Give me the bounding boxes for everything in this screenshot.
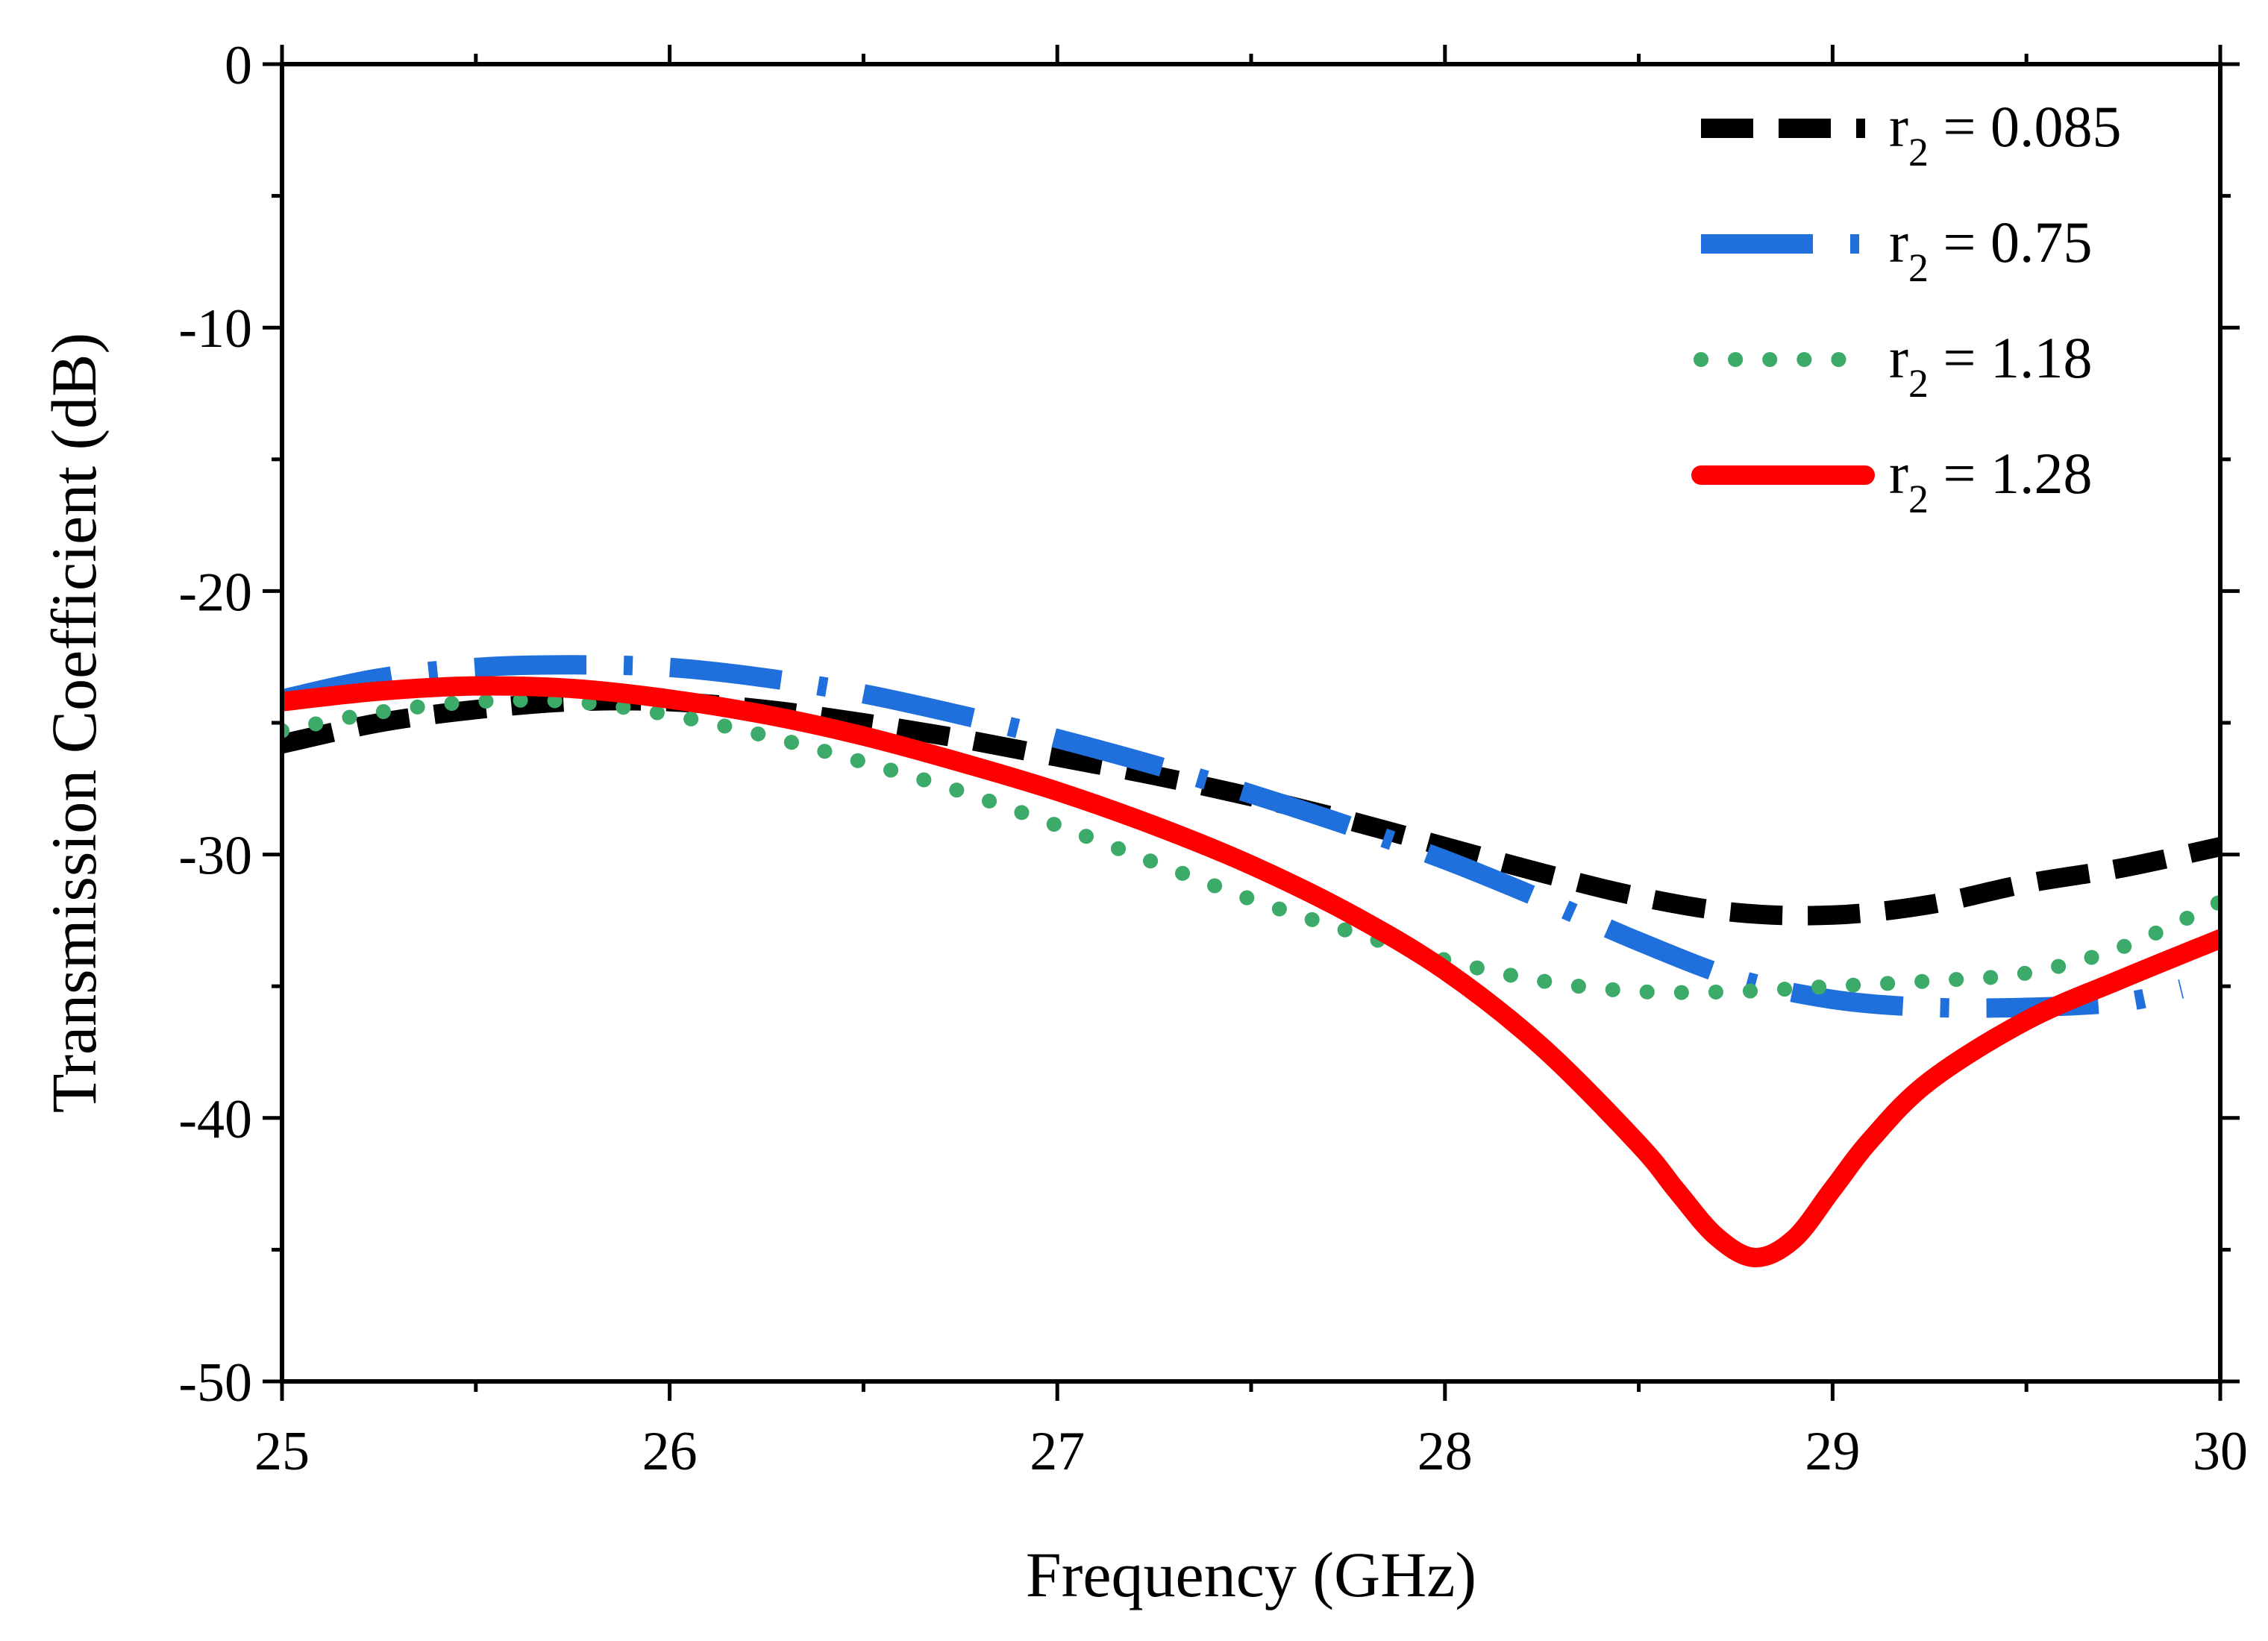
y-tick-label: 0 (225, 35, 252, 96)
x-tick-label: 26 (642, 1421, 698, 1482)
x-tick-label: 27 (1030, 1421, 1085, 1482)
x-tick-label: 30 (2193, 1421, 2248, 1482)
tick-layer: 25 26 27 28 29 30 0 -10 -20 -30 -40 -50 (178, 35, 2248, 1482)
x-axis-title: Frequency (GHz) (1026, 1539, 1476, 1610)
y-tick-label: -40 (178, 1089, 252, 1150)
series-layer (282, 655, 2220, 1267)
series-line-4 (282, 676, 2220, 1267)
legend-label-3: r2 = 1.18 (1889, 325, 2092, 406)
legend-label-1: r2 = 0.085 (1889, 94, 2121, 175)
series-line-2 (282, 655, 2184, 1018)
x-tick-label: 28 (1418, 1421, 1473, 1482)
legend-label-2: r2 = 0.75 (1889, 210, 2092, 290)
y-tick-label: -30 (178, 826, 252, 887)
y-tick-label: -10 (178, 298, 252, 360)
x-tick-label: 29 (1805, 1421, 1860, 1482)
x-tick-label: 25 (254, 1421, 310, 1482)
legend-label-4: r2 = 1.28 (1889, 441, 2092, 521)
y-tick-label: -20 (178, 562, 252, 623)
y-tick-label: -50 (178, 1352, 252, 1413)
y-axis-title: Transmission Coefficient (dB) (38, 333, 110, 1113)
legend: r2 = 0.085 r2 = 0.75 r2 = 1.18 r2 = 1.28 (1691, 94, 2121, 521)
series-line-3 (282, 692, 2220, 1000)
